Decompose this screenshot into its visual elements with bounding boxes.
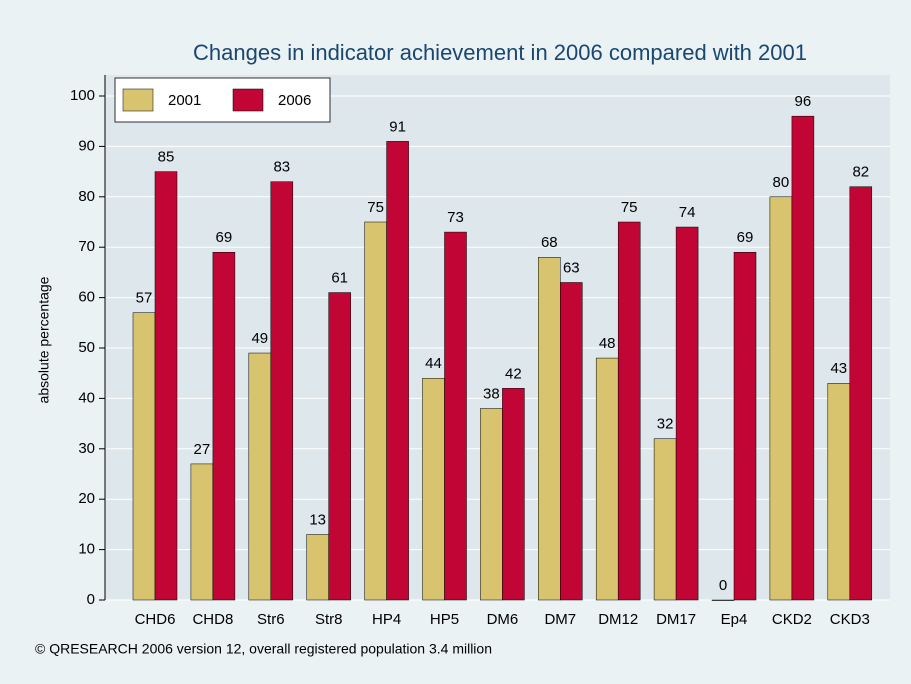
bar (444, 231, 467, 601)
y-axis-label: absolute percentage (36, 276, 52, 403)
x-tick-label: CHD6 (135, 611, 176, 628)
value-label: 0 (719, 577, 727, 594)
x-tick-label: CHD8 (192, 611, 233, 628)
value-label: 48 (599, 335, 616, 352)
x-tick-label: HP5 (430, 611, 459, 628)
y-tick-label: 0 (87, 591, 95, 608)
bar (190, 463, 214, 601)
bar (328, 292, 351, 601)
y-tick-label: 70 (78, 238, 95, 255)
value-label: 13 (309, 511, 326, 528)
value-label: 75 (621, 199, 638, 216)
bar (364, 221, 387, 601)
y-tick-label: 30 (78, 440, 95, 457)
value-label: 73 (447, 209, 464, 226)
value-label: 85 (158, 149, 175, 166)
bar (386, 141, 409, 601)
value-label: 96 (795, 93, 812, 110)
y-tick-label: 20 (78, 490, 95, 507)
y-tick-label: 40 (78, 389, 95, 406)
bar (711, 599, 735, 601)
x-tick-label: DM17 (656, 611, 696, 628)
value-label: 32 (657, 416, 674, 433)
value-label: 69 (737, 229, 754, 246)
y-tick-label: 80 (78, 188, 95, 205)
value-label: 57 (136, 290, 153, 307)
x-tick-label: Ep4 (721, 611, 748, 628)
bar (248, 352, 272, 601)
value-label: 74 (679, 204, 696, 221)
bar (502, 388, 525, 601)
value-label: 75 (367, 199, 384, 216)
x-tick-label: Str6 (257, 611, 285, 628)
value-label: 61 (331, 270, 348, 287)
value-label: 80 (773, 174, 790, 191)
legend-label: 2006 (278, 92, 311, 109)
value-label: 69 (216, 229, 233, 246)
bar (849, 186, 873, 601)
bar (653, 438, 677, 601)
value-label: 42 (505, 365, 522, 382)
value-label: 49 (251, 330, 268, 347)
legend-swatch (122, 88, 154, 112)
y-tick-label: 10 (78, 541, 95, 558)
value-label: 68 (541, 234, 558, 251)
bar (617, 221, 641, 601)
bar (827, 383, 851, 601)
bar (595, 357, 619, 601)
chart-title: Changes in indicator achievement in 2006… (193, 40, 807, 65)
legend-swatch (232, 88, 264, 112)
bar (154, 171, 178, 601)
x-tick-label: CKD2 (772, 611, 812, 628)
y-tick-label: 100 (70, 87, 95, 104)
x-tick-label: DM7 (544, 611, 576, 628)
value-label: 38 (483, 385, 500, 402)
value-label: 83 (273, 159, 290, 176)
x-tick-label: DM6 (487, 611, 519, 628)
value-label: 44 (425, 355, 442, 372)
bar (306, 534, 329, 601)
bar (791, 115, 815, 601)
value-label: 82 (852, 164, 869, 181)
bar (132, 312, 156, 601)
bar (422, 377, 445, 601)
bar (675, 226, 699, 601)
y-tick-label: 60 (78, 289, 95, 306)
y-tick-label: 90 (78, 137, 95, 154)
x-tick-label: CKD3 (830, 611, 870, 628)
bar (538, 257, 561, 601)
legend-label: 2001 (168, 92, 201, 109)
bar (560, 282, 583, 601)
y-tick-label: 50 (78, 339, 95, 356)
value-label: 91 (389, 118, 406, 135)
bar (733, 251, 757, 601)
bar (212, 251, 236, 601)
value-label: 63 (563, 259, 580, 276)
footer: © QRESEARCH 2006 version 12, overall reg… (35, 641, 492, 657)
x-tick-label: HP4 (372, 611, 401, 628)
value-label: 43 (830, 360, 847, 377)
bar (769, 196, 793, 601)
x-tick-label: DM12 (598, 611, 638, 628)
bar (480, 408, 503, 601)
value-label: 27 (194, 441, 211, 458)
bar (270, 181, 294, 601)
x-tick-label: Str8 (315, 611, 343, 628)
